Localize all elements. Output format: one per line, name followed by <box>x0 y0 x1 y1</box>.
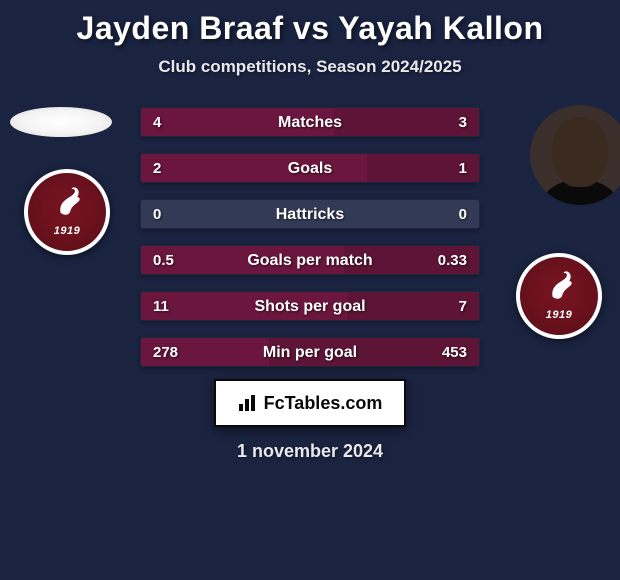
stat-row: 21Goals <box>140 153 480 183</box>
stat-row: 0.50.33Goals per match <box>140 245 480 275</box>
date-label: 1 november 2024 <box>0 441 620 462</box>
stat-label: Matches <box>141 108 479 137</box>
page-title: Jayden Braaf vs Yayah Kallon <box>0 0 620 47</box>
stat-label: Hattricks <box>141 200 479 229</box>
stat-row: 00Hattricks <box>140 199 480 229</box>
player1-avatar <box>10 107 112 137</box>
comparison-stage: 1919 1919 43Matches 21Goals 00Hattricks 0.5… <box>0 77 620 507</box>
stat-row: 117Shots per goal <box>140 291 480 321</box>
club-year: 1919 <box>520 309 598 321</box>
club-year: 1919 <box>28 225 106 237</box>
bars-icon <box>238 394 258 412</box>
player1-name: Jayden Braaf <box>77 10 284 46</box>
source-badge: FcTables.com <box>214 379 406 427</box>
stat-rows: 43Matches 21Goals 00Hattricks 0.50.33Goals … <box>140 107 480 383</box>
player2-avatar <box>530 105 620 205</box>
source-label: FcTables.com <box>264 393 383 414</box>
stat-row: 43Matches <box>140 107 480 137</box>
stat-label: Goals <box>141 154 479 183</box>
stat-label: Shots per goal <box>141 292 479 321</box>
seahorse-icon <box>48 184 86 227</box>
stat-row: 278453Min per goal <box>140 337 480 367</box>
seahorse-icon <box>540 268 578 311</box>
player2-club-badge: 1919 <box>516 253 602 339</box>
player1-club-badge: 1919 <box>24 169 110 255</box>
player2-face <box>552 117 608 187</box>
stat-label: Min per goal <box>141 338 479 367</box>
subtitle: Club competitions, Season 2024/2025 <box>0 57 620 77</box>
stat-label: Goals per match <box>141 246 479 275</box>
player2-name: Yayah Kallon <box>338 10 543 46</box>
vs-label: vs <box>293 10 330 46</box>
